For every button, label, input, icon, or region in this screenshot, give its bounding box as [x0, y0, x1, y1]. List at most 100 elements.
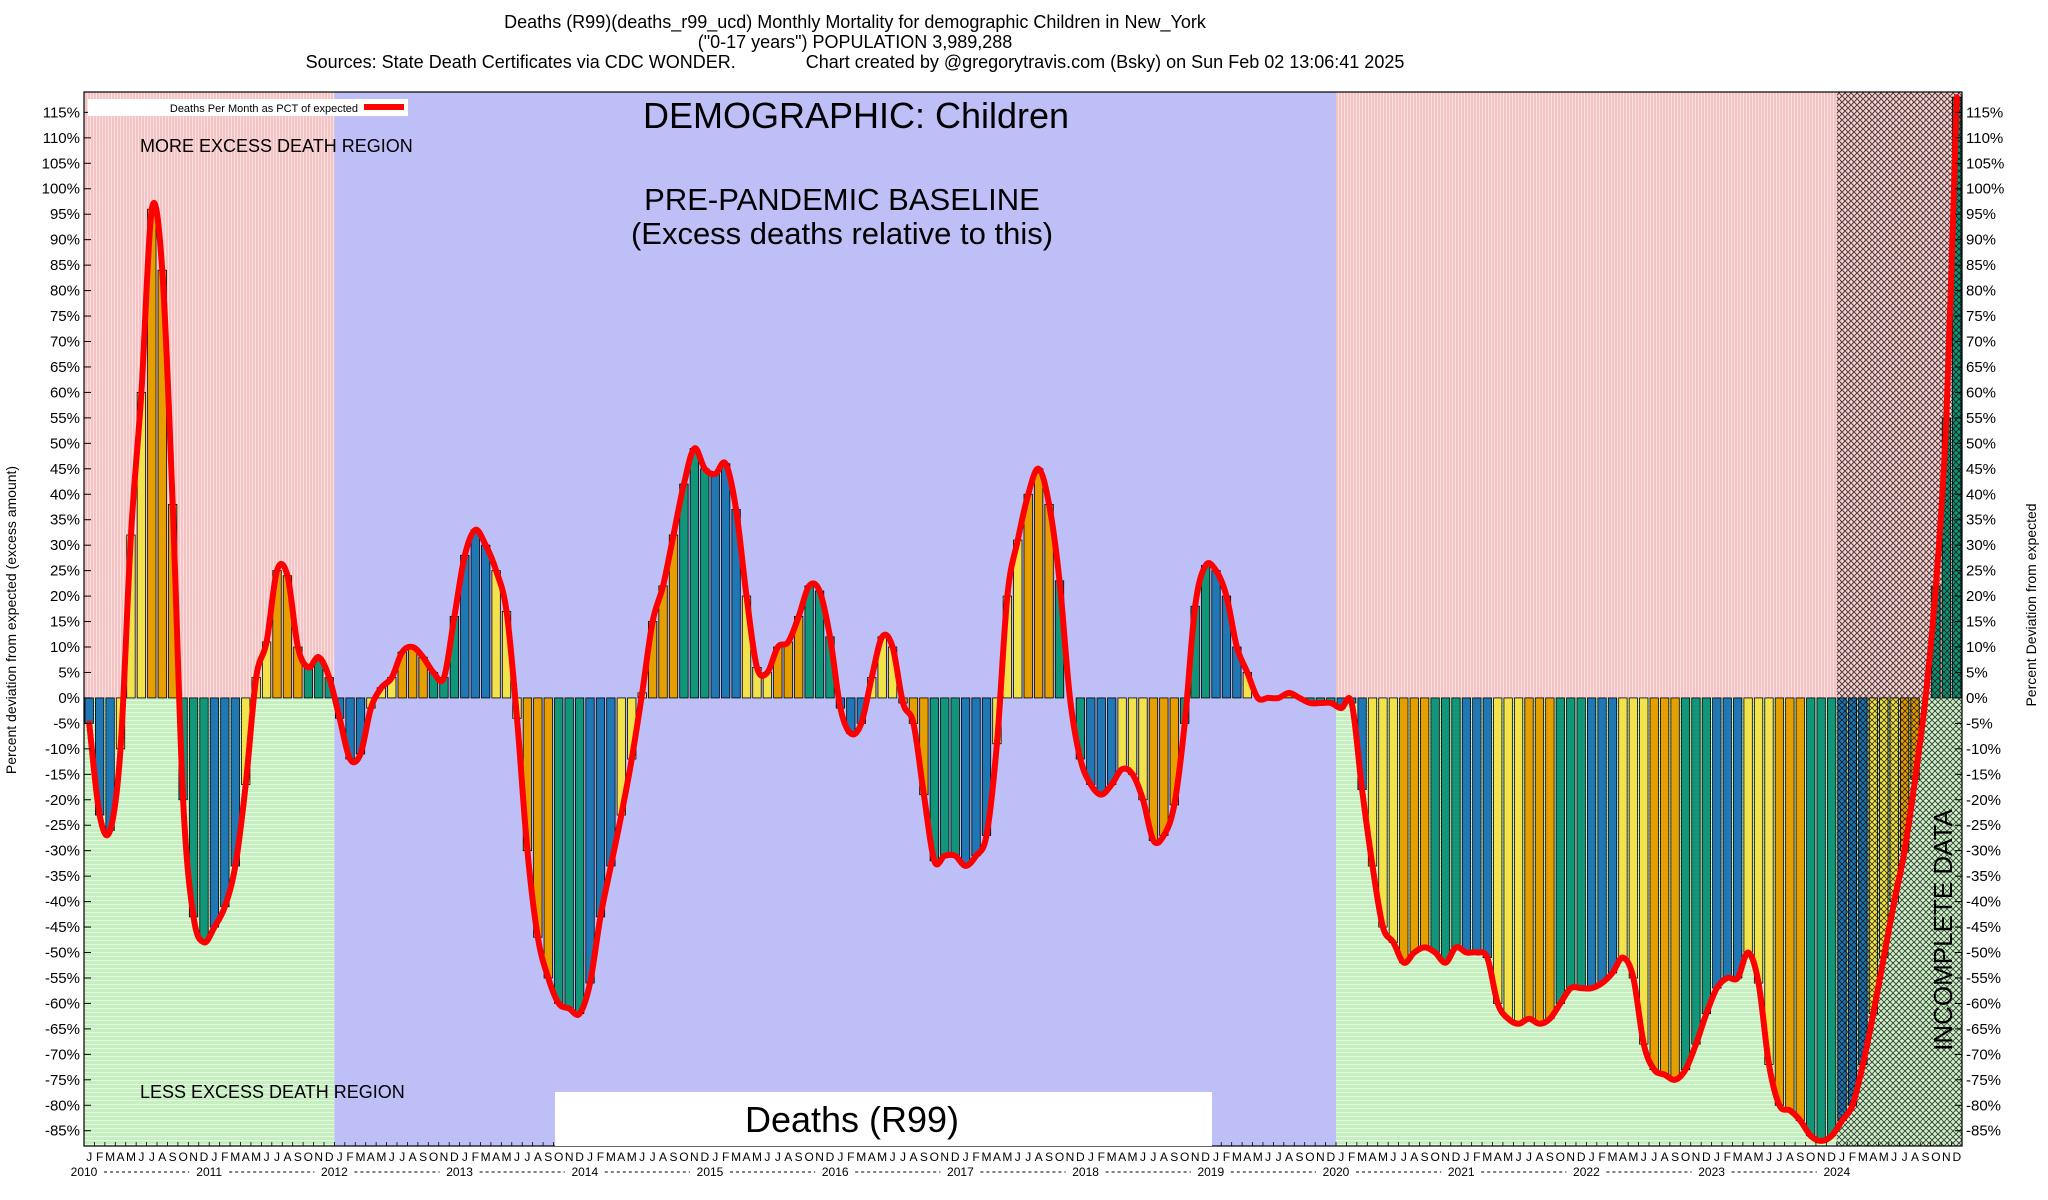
y-tick-label-right: 40% [1966, 486, 1996, 503]
x-month-label: J [264, 1150, 270, 1164]
x-month-label: M [1107, 1150, 1117, 1164]
y-tick-label-left: -60% [45, 995, 80, 1012]
x-month-label: M [1357, 1150, 1367, 1164]
x-month-label: O [1305, 1150, 1314, 1164]
less-excess-label: LESS EXCESS DEATH REGION [140, 1082, 405, 1102]
x-month-label: D [1076, 1150, 1085, 1164]
y-tick-label-right: -15% [1966, 766, 2001, 783]
x-month-label: J [149, 1150, 155, 1164]
bar [470, 529, 480, 699]
chart-title: Deaths (R99)(deaths_r99_ucd) Monthly Mor… [504, 12, 1206, 32]
y-tick-label-right: 90% [1966, 232, 1996, 249]
x-month-label: F [1348, 1150, 1355, 1164]
y-tick-label-right: 0% [1966, 690, 1988, 707]
x-month-label: A [1869, 1150, 1877, 1164]
y-tick-label-left: -10% [45, 741, 80, 758]
baseline-label-line2: (Excess deaths relative to this) [631, 216, 1053, 251]
y-tick-label-left: -25% [45, 817, 80, 834]
bar [1639, 697, 1649, 1045]
x-month-label: O [304, 1150, 313, 1164]
x-month-label: D [826, 1150, 835, 1164]
bar [1513, 697, 1524, 1025]
bar [1117, 697, 1127, 770]
x-month-label: A [1619, 1150, 1627, 1164]
bar [1660, 697, 1670, 1076]
bar [1409, 697, 1419, 953]
bar [199, 697, 209, 943]
x-month-label: M [981, 1150, 991, 1164]
x-month-label: O [1055, 1150, 1064, 1164]
x-year-label: 2016 [822, 1165, 849, 1179]
y-tick-label-right: 65% [1966, 359, 1996, 376]
x-month-label: J [1088, 1150, 1094, 1164]
y-tick-label-left: 80% [50, 283, 80, 300]
x-month-label: D [1827, 1150, 1836, 1164]
y-tick-label-left: -80% [45, 1097, 80, 1114]
x-month-label: N [1441, 1150, 1450, 1164]
less-excess-region-left-hatch [84, 697, 335, 1146]
x-month-label: A [1118, 1150, 1126, 1164]
y-tick-label-right: -20% [1966, 792, 2001, 809]
bar [1023, 493, 1033, 699]
x-month-label: J [1839, 1150, 1845, 1164]
x-month-label: J [1589, 1150, 1595, 1164]
x-month-label: M [1002, 1150, 1012, 1164]
x-month-label: S [169, 1150, 177, 1164]
bar [1420, 697, 1430, 948]
x-month-label: M [752, 1150, 762, 1164]
x-month-label: N [1692, 1150, 1701, 1164]
y-tick-label-right: 5% [1966, 664, 1988, 681]
pct-expected-line [86, 94, 1960, 1144]
y-tick-label-left: -40% [45, 894, 80, 911]
x-month-label: M [856, 1150, 866, 1164]
y-tick-label-left: 10% [50, 639, 80, 656]
x-month-label: J [963, 1150, 969, 1164]
x-month-label: A [617, 1150, 625, 1164]
x-month-label: M [355, 1150, 365, 1164]
bar [783, 641, 793, 699]
x-month-label: A [743, 1150, 751, 1164]
x-month-label: N [565, 1150, 574, 1164]
y-tick-label-right: -70% [1966, 1046, 2001, 1063]
x-month-label: O [679, 1150, 688, 1164]
x-month-label: A [158, 1150, 166, 1164]
x-year-label: 2017 [947, 1165, 974, 1179]
bar [209, 697, 220, 928]
x-month-label: A [1243, 1150, 1251, 1164]
x-month-label: N [1942, 1150, 1951, 1164]
y-tick-label-left: 50% [50, 435, 80, 452]
incomplete-label: INCOMPLETE DATA [1928, 808, 1958, 1050]
more-excess-region-left-hatch [84, 92, 335, 698]
y-tick-label-right: 55% [1966, 410, 1996, 427]
y-tick-label-right: -60% [1966, 995, 2001, 1012]
x-month-label: O [1806, 1150, 1815, 1164]
bar [1566, 697, 1576, 989]
bar [1680, 697, 1691, 1071]
x-month-label: J [1766, 1150, 1772, 1164]
y-tick-label-right: 70% [1966, 333, 1996, 350]
y-tick-label-right: 35% [1966, 512, 1996, 529]
x-month-label: O [1931, 1150, 1940, 1164]
bar [1503, 697, 1513, 1020]
x-month-label: S [1295, 1150, 1303, 1164]
x-month-label: F [847, 1150, 854, 1164]
y-tick-label-right: 80% [1966, 283, 1996, 300]
y-tick-label-left: 60% [50, 384, 80, 401]
x-month-label: M [1232, 1150, 1242, 1164]
x-month-label: A [1035, 1150, 1043, 1164]
bar [1545, 697, 1555, 1020]
bar [1493, 697, 1503, 1004]
x-month-label: S [294, 1150, 302, 1164]
y-tick-label-left: -55% [45, 970, 80, 987]
x-month-label: A [492, 1150, 500, 1164]
x-month-label: A [1744, 1150, 1752, 1164]
x-month-label: F [1598, 1150, 1605, 1164]
x-month-label: N [1066, 1150, 1075, 1164]
x-month-label: D [200, 1150, 209, 1164]
x-month-label: S [669, 1150, 677, 1164]
y-tick-label-left: 55% [50, 410, 80, 427]
y-tick-label-left: 35% [50, 512, 80, 529]
bar [1701, 697, 1711, 1015]
x-month-label: J [138, 1150, 144, 1164]
